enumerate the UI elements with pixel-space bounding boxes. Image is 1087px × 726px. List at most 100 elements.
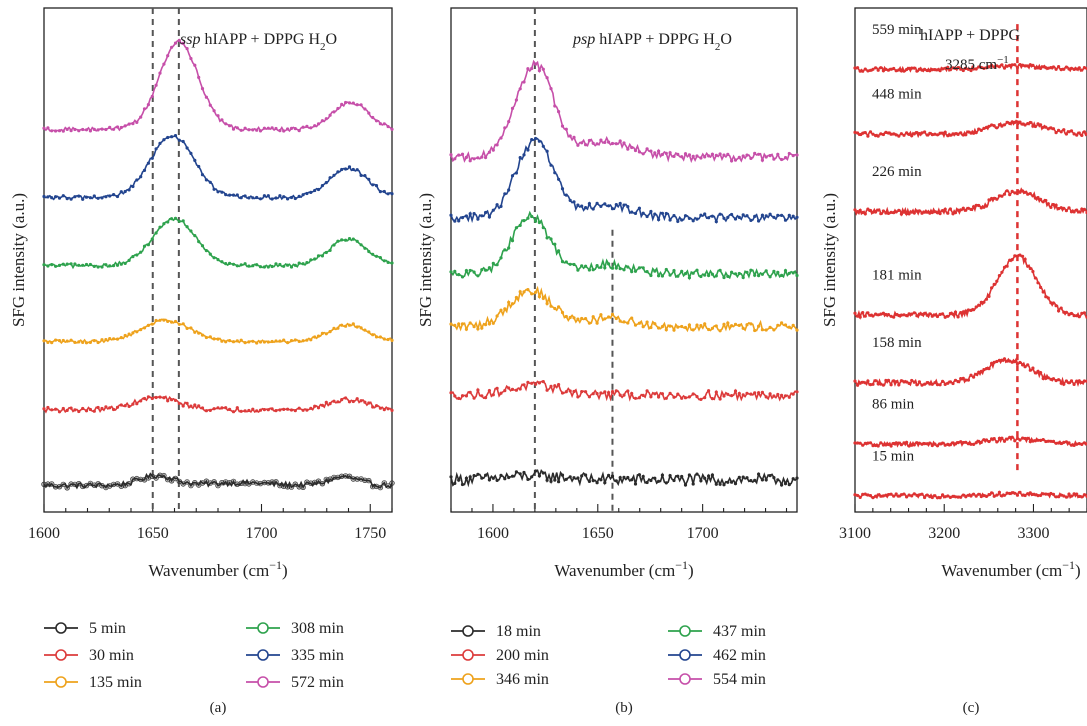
series-marker (518, 472, 522, 476)
series-marker (868, 208, 873, 213)
series-markers (853, 189, 1087, 216)
series-marker (858, 495, 862, 500)
series-marker (154, 231, 158, 235)
series-marker (239, 128, 243, 132)
series-marker (293, 263, 297, 267)
series-marker (216, 190, 220, 194)
series-marker (1056, 495, 1061, 499)
series-marker (181, 41, 185, 46)
series-marker (224, 262, 228, 266)
series-marker (495, 263, 499, 267)
series-marker (247, 196, 251, 200)
series-marker (576, 203, 580, 207)
series-marker (922, 495, 927, 500)
series-marker (115, 194, 120, 199)
series-marker (966, 67, 971, 71)
series-marker (989, 491, 994, 495)
series-marker (464, 214, 469, 218)
series-marker (946, 314, 950, 318)
series-marker (884, 67, 888, 71)
series-marker (776, 478, 780, 482)
series-marker (964, 309, 968, 313)
series-marker (154, 395, 158, 400)
series-marker (703, 155, 707, 159)
series-marker (328, 176, 332, 180)
series-marker (876, 208, 880, 212)
series-marker (351, 167, 355, 172)
series-marker (309, 190, 313, 194)
series-marker (255, 263, 259, 267)
series-marker (1041, 492, 1045, 496)
series-marker (184, 479, 190, 485)
series-marker (576, 317, 580, 321)
series-marker (92, 264, 96, 269)
series-marker (948, 495, 953, 500)
series-marker (1059, 381, 1063, 385)
series-marker (92, 194, 96, 198)
series-marker (381, 480, 387, 486)
series-marker (940, 379, 945, 384)
series-marker (922, 382, 927, 386)
curve-label: 181 min (872, 267, 922, 283)
series-marker (347, 400, 352, 404)
series-marker (873, 494, 878, 498)
series-marker (378, 406, 383, 410)
series-markers (853, 490, 1087, 500)
series-marker (904, 131, 909, 135)
series-marker (131, 184, 135, 189)
series-marker (228, 124, 232, 128)
series-marker (764, 155, 768, 159)
series-marker (971, 205, 976, 209)
series-marker (953, 310, 958, 314)
series-marker (1082, 379, 1086, 383)
series-marker (382, 408, 386, 412)
series-marker (204, 335, 208, 340)
series-marker (1056, 207, 1061, 211)
series-marker (216, 258, 220, 262)
series-marker (514, 295, 519, 300)
series-marker (96, 340, 100, 345)
series-marker (1018, 490, 1022, 494)
series-marker (687, 216, 692, 220)
series-marker (568, 475, 572, 479)
series-marker (1015, 65, 1020, 70)
series-marker (1072, 210, 1076, 214)
series-marker (971, 308, 976, 312)
series-marker (925, 313, 929, 317)
series-markers (449, 380, 799, 402)
series-marker (344, 238, 348, 242)
series-marker (922, 67, 927, 71)
series-marker (899, 443, 904, 447)
series-marker (533, 219, 538, 223)
series-marker (332, 243, 336, 247)
series-marker (84, 262, 89, 267)
series-marker (1064, 495, 1068, 499)
series-marker (1075, 314, 1079, 318)
series-marker (460, 275, 465, 279)
series-marker (61, 406, 65, 411)
series-marker (553, 171, 557, 175)
y-axis-label: SFG intensity (a.u.) (9, 193, 28, 327)
legend-marker (55, 676, 67, 688)
series-marker (1072, 314, 1076, 318)
series-marker (653, 322, 657, 326)
series-marker (987, 367, 991, 371)
series-marker (390, 192, 394, 196)
series-marker (507, 386, 511, 390)
series-marker (938, 383, 942, 387)
series-marker (729, 394, 734, 398)
series-marker (282, 264, 286, 268)
legend-label: 437 min (713, 623, 766, 640)
series-marker (922, 311, 927, 316)
series-marker (200, 244, 205, 248)
series-marker (65, 197, 69, 201)
series-marker (499, 391, 503, 395)
series-marker (518, 156, 522, 160)
x-tick-label: 1700 (687, 525, 719, 542)
series-marker (1054, 203, 1058, 207)
series-marker (956, 208, 960, 212)
series-marker (959, 311, 963, 315)
series-marker (583, 206, 588, 210)
series-marker (653, 269, 657, 273)
series-marker (92, 409, 96, 413)
